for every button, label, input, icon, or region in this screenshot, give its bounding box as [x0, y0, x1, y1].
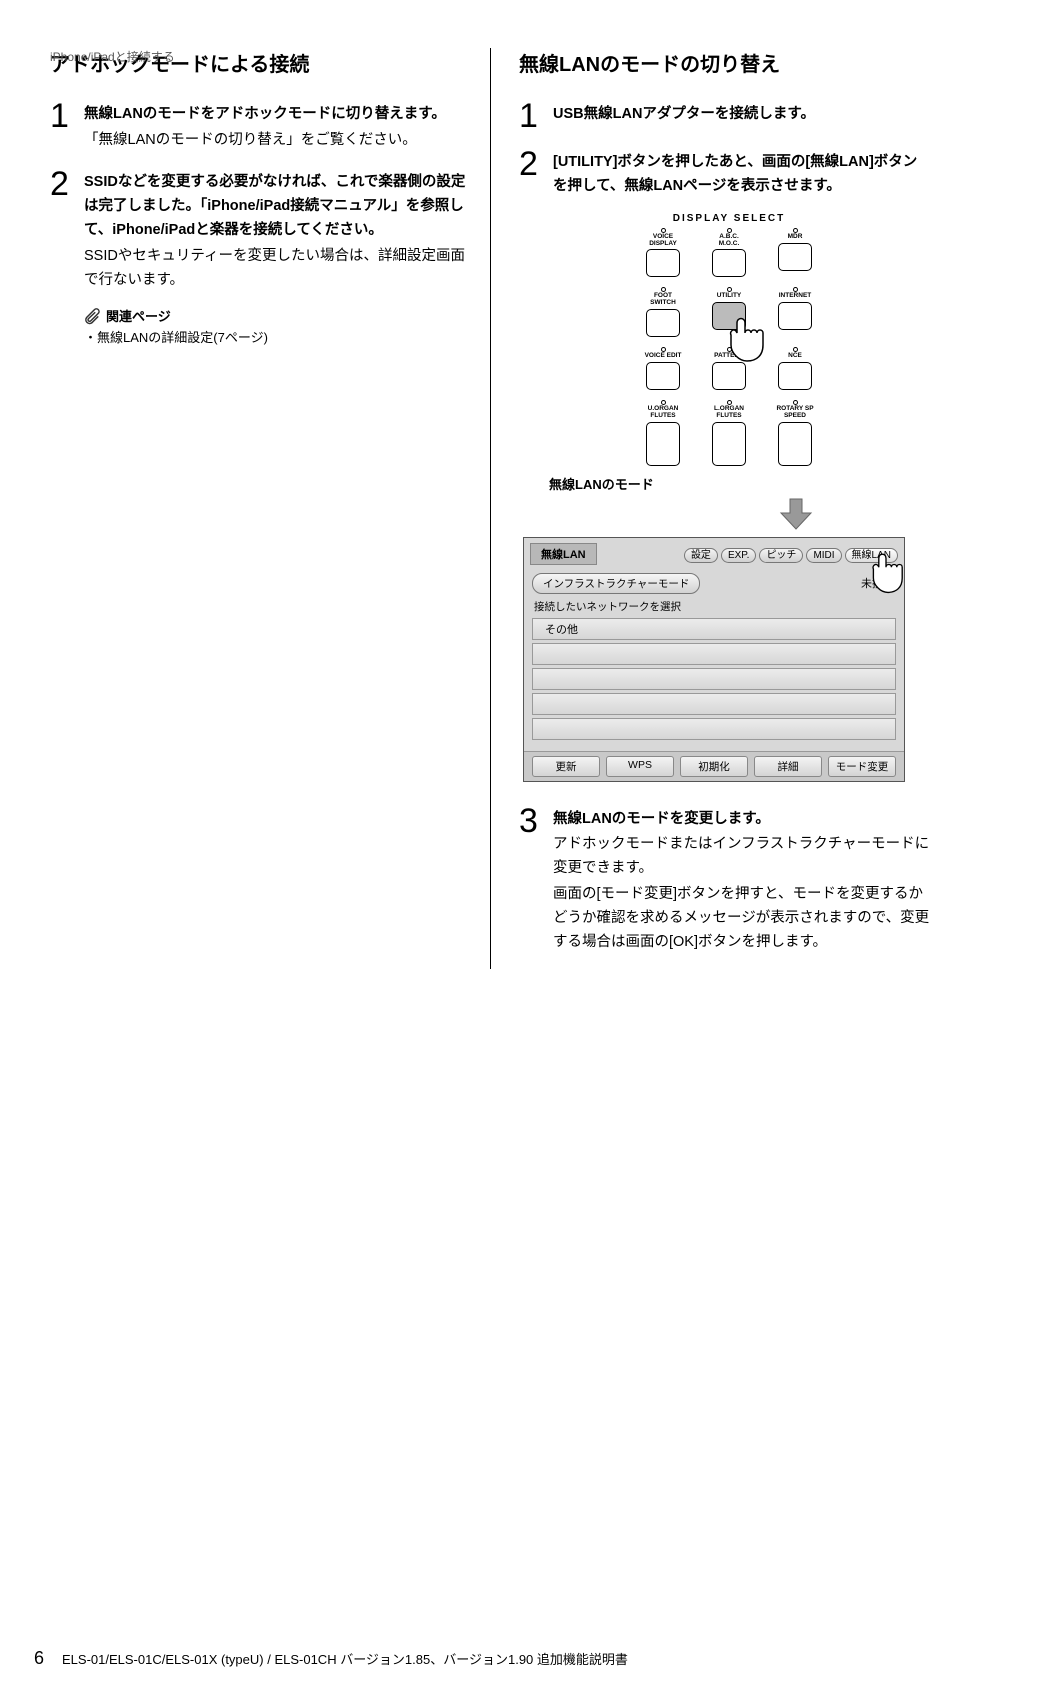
- page-number: 6: [34, 1648, 44, 1669]
- running-head: iPhone/iPadと接続する: [50, 48, 175, 65]
- lcd-title: 無線LAN: [530, 543, 597, 565]
- related-label: 関連ページ: [106, 306, 171, 325]
- panel-button[interactable]: [778, 362, 812, 390]
- lcd-screen: 無線LAN 設定EXP.ピッチMIDI無線LAN インフラストラクチャーモード …: [523, 537, 905, 782]
- lcd-network-row[interactable]: [532, 668, 896, 690]
- lcd-prompt: 接続したいネットワークを選択: [524, 597, 904, 616]
- panel-button-cell: MDR: [768, 228, 822, 278]
- panel-button-label: L.ORGAN FLUTES: [714, 406, 744, 420]
- lcd-tab[interactable]: EXP.: [721, 548, 757, 563]
- panel-button[interactable]: [646, 309, 680, 337]
- step-number: 1: [50, 99, 84, 153]
- paperclip-icon: [84, 307, 102, 325]
- panel-button-label: PATTERN: [714, 353, 744, 360]
- panel-button-label: A.B.C. M.O.C.: [719, 234, 740, 248]
- panel-button-cell: A.B.C. M.O.C.: [702, 228, 756, 278]
- panel-button-cell: NCE: [768, 347, 822, 390]
- lcd-tab[interactable]: ピッチ: [759, 548, 803, 563]
- lcd-bottom-button[interactable]: 更新: [532, 756, 600, 777]
- panel-button-cell: VOICE DISPLAY: [636, 228, 690, 278]
- panel-button[interactable]: [778, 422, 812, 466]
- mode-caption: 無線LANのモード: [549, 474, 930, 493]
- step-number: 2: [519, 147, 553, 199]
- panel-button-cell: U.ORGAN FLUTES: [636, 400, 690, 466]
- step-number: 3: [519, 804, 553, 956]
- lcd-tab[interactable]: MIDI: [806, 548, 841, 563]
- lcd-tab[interactable]: 設定: [684, 548, 718, 563]
- left-step-2: 2 SSIDなどを変更する必要がなければ、これで楽器側の設定は完了しました。「i…: [50, 167, 470, 293]
- panel-button[interactable]: [712, 249, 746, 277]
- hardware-panel: DISPLAY SELECT VOICE DISPLAY A.B.C. M.O.C…: [599, 213, 859, 466]
- step-main: SSIDなどを変更する必要がなければ、これで楽器側の設定は完了しました。「iPh…: [84, 171, 470, 243]
- lcd-network-row[interactable]: その他: [532, 618, 896, 640]
- panel-button[interactable]: [778, 302, 812, 330]
- lcd-mode-pill[interactable]: インフラストラクチャーモード: [532, 573, 700, 594]
- page-body: アドホックモードによる接続 1 無線LANのモードをアドホックモードに切り替えま…: [50, 48, 1003, 969]
- lcd-connection-status: 未接続: [861, 575, 896, 591]
- panel-button-cell: ROTARY SP SPEED: [768, 400, 822, 466]
- panel-button-label: UTILITY: [717, 293, 742, 300]
- step-main: [UTILITY]ボタンを押したあと、画面の[無線LAN]ボタンを押して、無線L…: [553, 151, 930, 199]
- lcd-tab[interactable]: 無線LAN: [845, 548, 898, 563]
- left-step-1: 1 無線LANのモードをアドホックモードに切り替えます。 「無線LANのモードの…: [50, 99, 470, 153]
- panel-button[interactable]: [646, 422, 680, 466]
- step-number: 2: [50, 167, 84, 293]
- step-number: 1: [519, 99, 553, 133]
- panel-button-label: ROTARY SP SPEED: [776, 406, 813, 420]
- panel-button-cell: VOICE EDIT: [636, 347, 690, 390]
- panel-button[interactable]: [646, 249, 680, 277]
- panel-button-cell: FOOT SWITCH: [636, 287, 690, 337]
- right-section-title: 無線LANのモードの切り替え: [519, 48, 930, 77]
- panel-button-cell: INTERNET: [768, 287, 822, 337]
- step-main: 無線LANのモードをアドホックモードに切り替えます。: [84, 103, 470, 127]
- lcd-bottom-button[interactable]: 初期化: [680, 756, 748, 777]
- right-step-3: 3 無線LANのモードを変更します。 アドホックモードまたはインフラストラクチャ…: [519, 804, 930, 956]
- lcd-bottom-button[interactable]: 詳細: [754, 756, 822, 777]
- lcd-network-row[interactable]: [532, 643, 896, 665]
- panel-button-cell: UTILITY: [702, 287, 756, 337]
- right-step-1: 1 USB無線LANアダプターを接続します。: [519, 99, 930, 133]
- arrow-down-icon: [779, 497, 813, 531]
- panel-button[interactable]: [712, 302, 746, 330]
- related-pages: 関連ページ ・無線LANの詳細設定(7ページ): [84, 306, 470, 346]
- panel-button[interactable]: [646, 362, 680, 390]
- page-footer: 6 ELS-01/ELS-01C/ELS-01X (typeU) / ELS-0…: [34, 1648, 628, 1669]
- panel-button-cell: L.ORGAN FLUTES: [702, 400, 756, 466]
- step-note: 画面の[モード変更]ボタンを押すと、モードを変更するかどうか確認を求めるメッセー…: [553, 883, 930, 955]
- step-note: 「無線LANのモードの切り替え」をご覧ください。: [84, 129, 470, 153]
- panel-button-cell: PATTERN: [702, 347, 756, 390]
- left-column: アドホックモードによる接続 1 無線LANのモードをアドホックモードに切り替えま…: [50, 48, 490, 969]
- lcd-bottom-button[interactable]: モード変更: [828, 756, 896, 777]
- step-note: SSIDやセキュリティーを変更したい場合は、詳細設定画面で行ないます。: [84, 245, 470, 293]
- footer-text: ELS-01/ELS-01C/ELS-01X (typeU) / ELS-01C…: [62, 1649, 628, 1668]
- related-item: ・無線LANの詳細設定(7ページ): [84, 327, 470, 346]
- panel-button[interactable]: [712, 422, 746, 466]
- panel-button-label: MDR: [788, 234, 803, 241]
- lcd-network-row[interactable]: [532, 693, 896, 715]
- panel-button-label: FOOT SWITCH: [650, 293, 676, 307]
- step-note: アドホックモードまたはインフラストラクチャーモードに変更できます。: [553, 833, 930, 881]
- panel-button-label: VOICE DISPLAY: [649, 234, 677, 248]
- right-step-2: 2 [UTILITY]ボタンを押したあと、画面の[無線LAN]ボタンを押して、無…: [519, 147, 930, 199]
- panel-button[interactable]: [712, 362, 746, 390]
- panel-caption: DISPLAY SELECT: [599, 213, 859, 224]
- step-main: USB無線LANアダプターを接続します。: [553, 103, 930, 127]
- step-main: 無線LANのモードを変更します。: [553, 808, 930, 832]
- panel-button-label: NCE: [788, 353, 802, 360]
- lcd-network-row[interactable]: [532, 718, 896, 740]
- right-column: 無線LANのモードの切り替え 1 USB無線LANアダプターを接続します。 2 …: [490, 48, 930, 969]
- panel-button-label: INTERNET: [779, 293, 812, 300]
- lcd-bottom-button[interactable]: WPS: [606, 756, 674, 777]
- panel-button-label: U.ORGAN FLUTES: [648, 406, 679, 420]
- panel-button-label: VOICE EDIT: [645, 353, 682, 360]
- panel-button[interactable]: [778, 243, 812, 271]
